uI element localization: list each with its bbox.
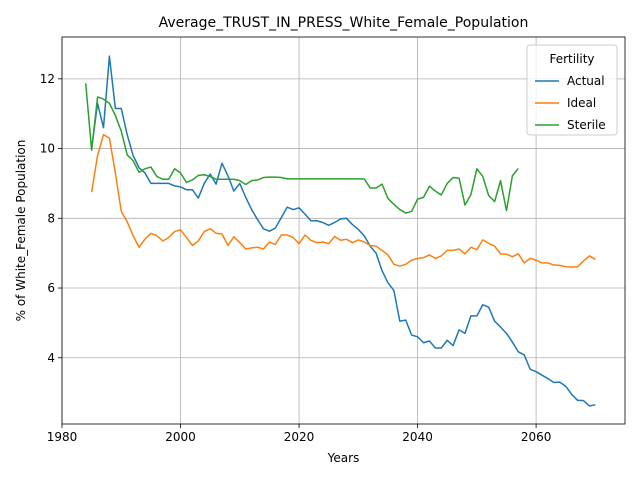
series-layer bbox=[84, 55, 596, 407]
series-line-ideal bbox=[90, 133, 596, 268]
legend-title: Fertility bbox=[549, 52, 594, 66]
x-tick-label: 2020 bbox=[284, 430, 315, 444]
x-axis-label: Years bbox=[327, 451, 360, 465]
chart-title: Average_TRUST_IN_PRESS_White_Female_Popu… bbox=[159, 15, 529, 31]
series-line-sterile bbox=[84, 83, 519, 214]
x-tick-label: 2000 bbox=[165, 430, 196, 444]
legend-label-sterile: Sterile bbox=[567, 118, 606, 132]
x-tick-label: 2060 bbox=[521, 430, 552, 444]
x-tick-label: 1980 bbox=[47, 430, 78, 444]
legend-label-ideal: Ideal bbox=[567, 96, 596, 110]
legend-label-actual: Actual bbox=[567, 74, 605, 88]
plot-area-frame bbox=[61, 36, 626, 425]
y-tick-label: 6 bbox=[47, 281, 55, 295]
legend-box bbox=[526, 44, 618, 136]
y-tick-label: 8 bbox=[47, 211, 55, 225]
series-line-actual bbox=[90, 55, 596, 407]
y-tick-label: 10 bbox=[40, 142, 55, 156]
legend: Fertility Actual Ideal Sterile bbox=[526, 44, 618, 136]
y-tick-label: 12 bbox=[40, 72, 55, 86]
x-tick-label: 2040 bbox=[402, 430, 433, 444]
y-tick-label: 4 bbox=[47, 351, 55, 365]
y-axis-label: % of White_Female Population bbox=[14, 140, 28, 322]
legend-items: Actual Ideal Sterile bbox=[535, 74, 606, 132]
x-axis-ticks: 1980 2000 2020 2040 2060 bbox=[47, 424, 552, 444]
y-axis-ticks: 4 6 8 10 12 bbox=[40, 72, 62, 365]
